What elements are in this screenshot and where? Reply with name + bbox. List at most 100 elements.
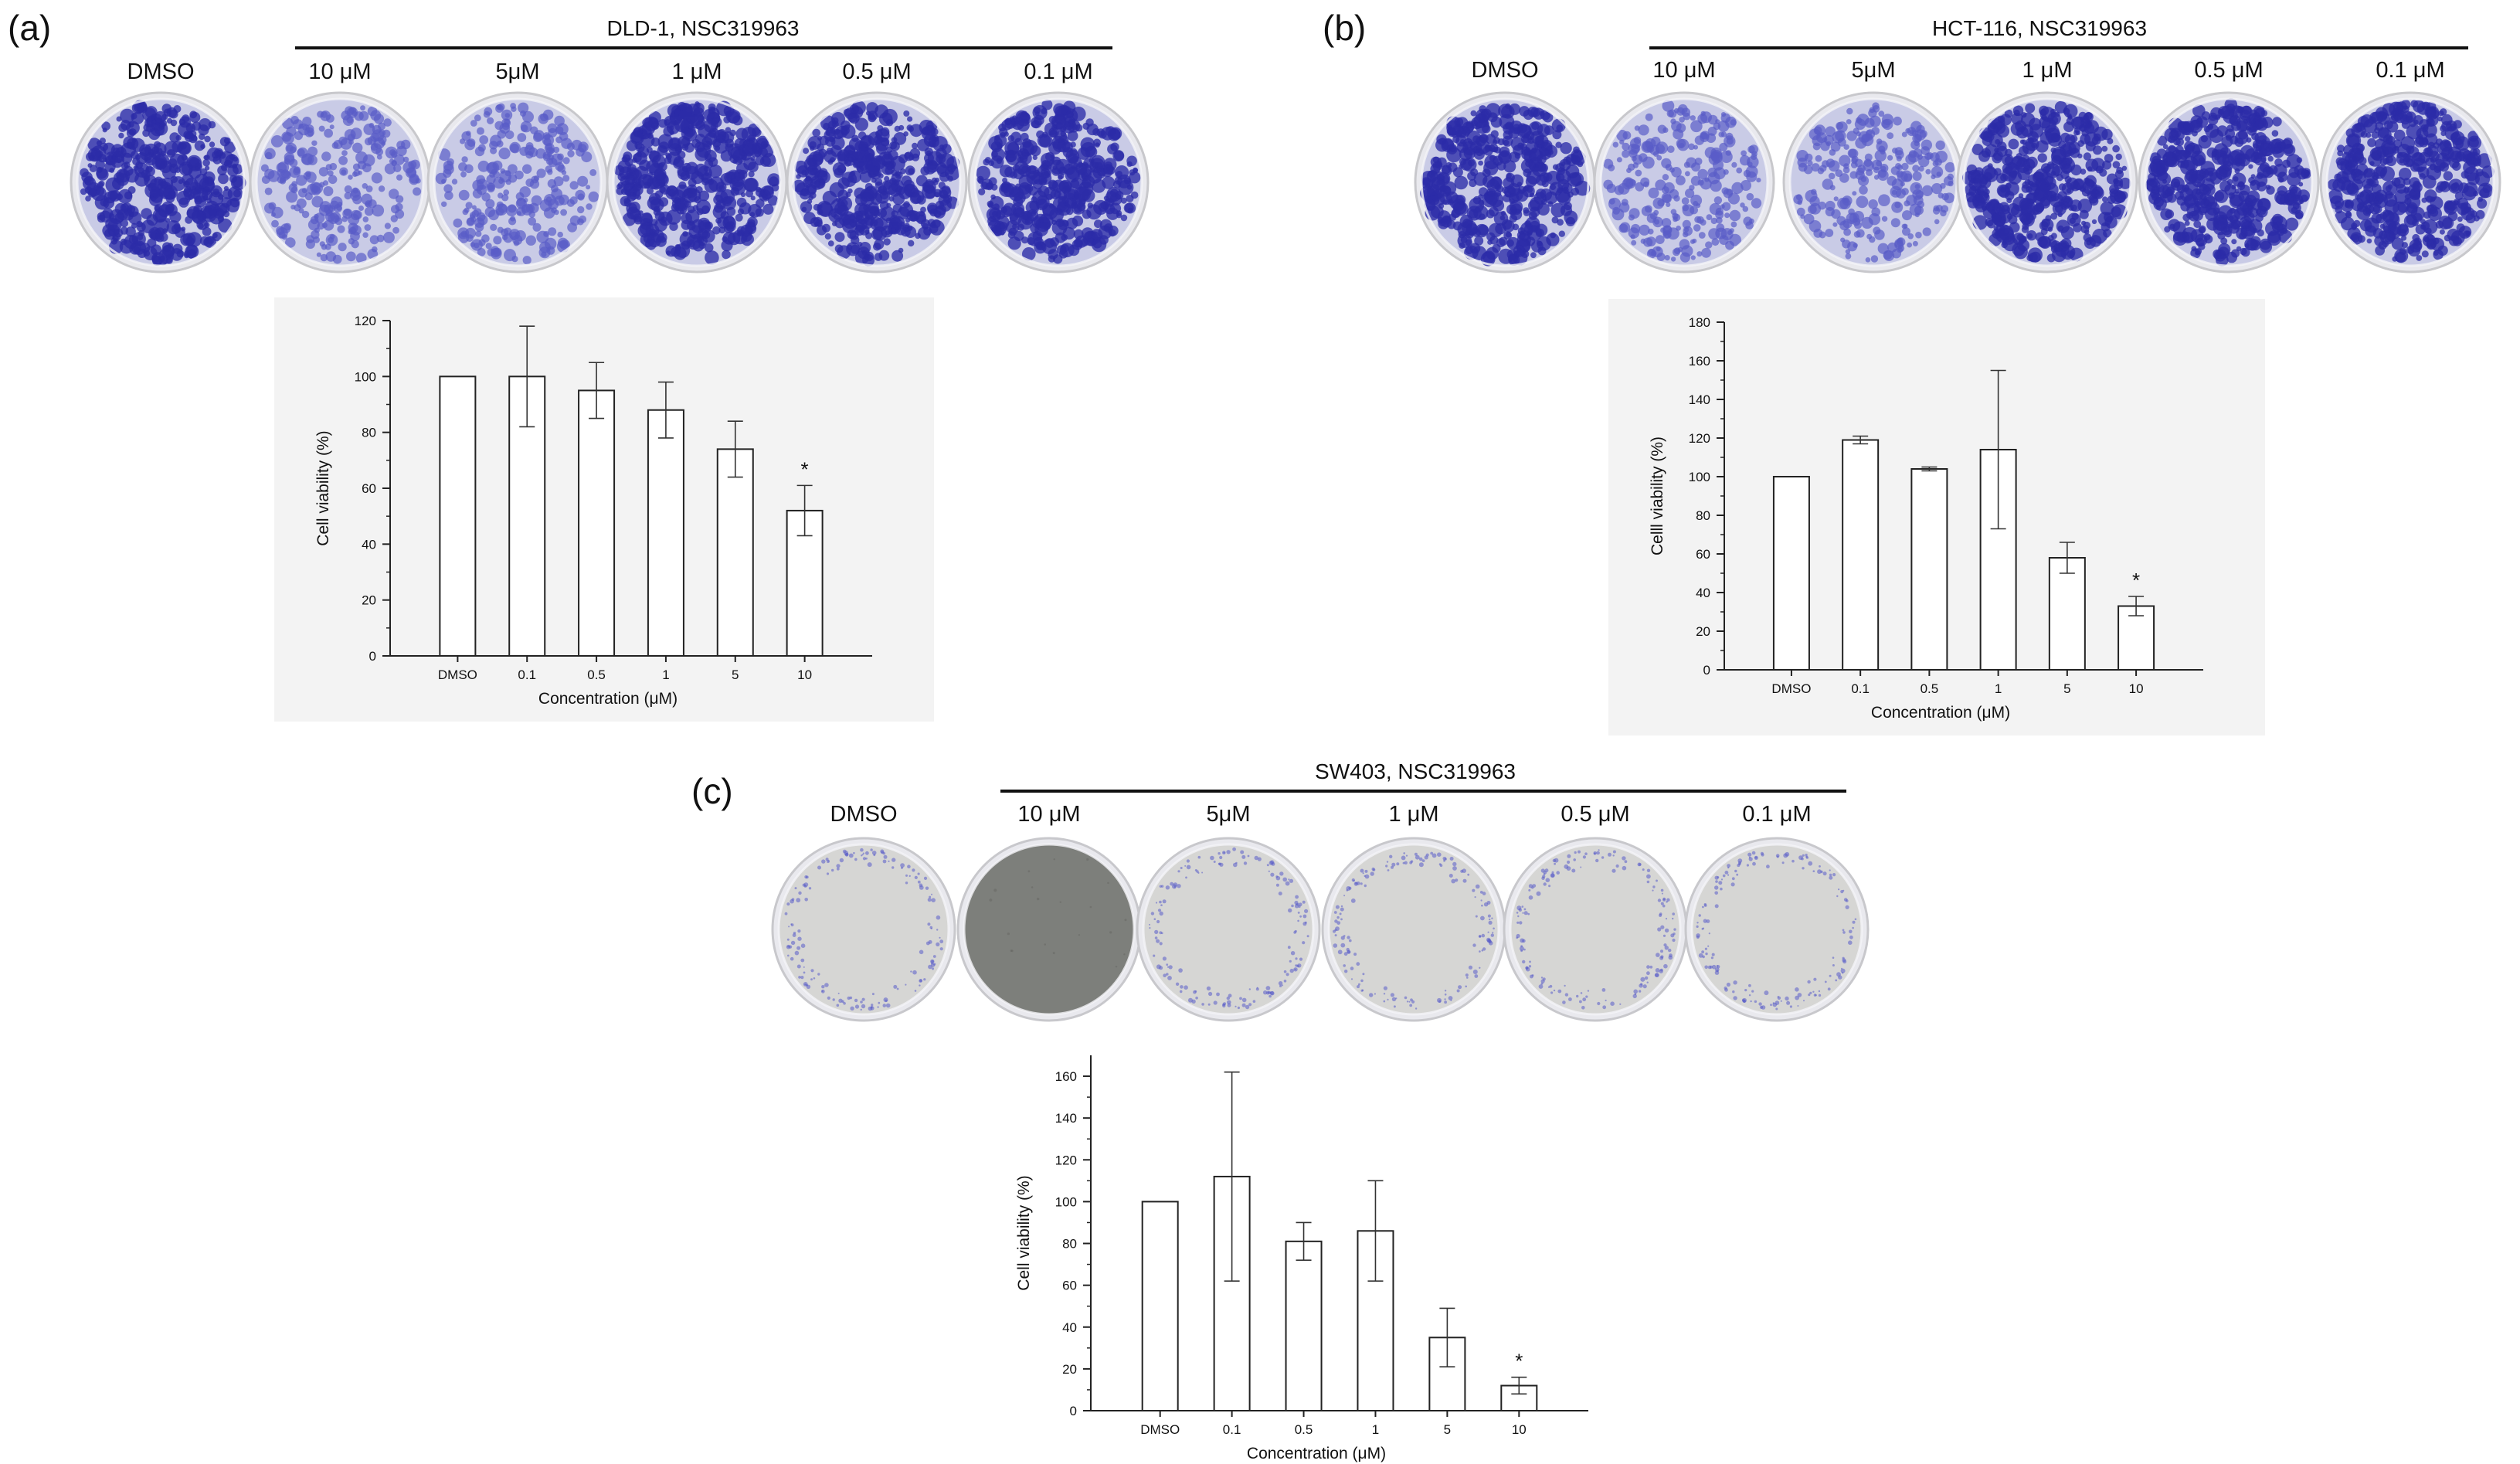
colony — [545, 143, 553, 151]
colony — [794, 160, 808, 174]
colony — [567, 222, 577, 233]
colony — [1159, 885, 1163, 888]
colony — [907, 116, 913, 122]
colony — [1491, 917, 1493, 919]
colony — [320, 110, 331, 121]
colony — [1690, 115, 1696, 121]
colony — [1167, 966, 1170, 968]
colony — [120, 108, 135, 124]
colony — [1106, 165, 1116, 175]
colony — [1124, 202, 1136, 214]
colony — [2424, 189, 2437, 202]
colony — [301, 210, 310, 219]
colony — [1235, 861, 1238, 864]
colony — [726, 206, 736, 216]
colony — [208, 121, 216, 129]
colony — [617, 182, 624, 189]
colony — [1648, 187, 1659, 199]
colony — [1625, 178, 1636, 189]
colony — [2426, 117, 2435, 127]
colony — [790, 956, 794, 961]
colony — [737, 226, 746, 235]
colony — [1041, 239, 1058, 254]
colony — [543, 207, 555, 219]
colony — [2237, 129, 2248, 140]
colony — [1289, 968, 1294, 973]
colony — [2006, 198, 2012, 203]
colony — [1007, 932, 1010, 936]
colony — [362, 154, 375, 167]
colony — [698, 190, 710, 202]
colony — [2146, 178, 2155, 186]
colony — [2168, 144, 2176, 153]
colony — [1690, 255, 1696, 260]
colony — [1436, 178, 1445, 188]
colony — [119, 239, 134, 254]
colony — [810, 145, 815, 151]
colony — [1279, 984, 1282, 987]
colony — [325, 251, 337, 262]
colony — [148, 148, 155, 156]
colony — [994, 134, 1000, 141]
colony — [860, 847, 864, 852]
colony — [889, 141, 898, 150]
colony — [710, 124, 717, 131]
colony — [871, 993, 875, 996]
colony — [1803, 213, 1815, 225]
colony — [1730, 221, 1737, 228]
colony — [341, 150, 348, 157]
panel-a-dish-row: DMSO 10 μM 5μM 1 μM 0.5 μM 0.1 μM — [70, 59, 1150, 273]
colony — [1109, 229, 1116, 237]
colony — [1890, 218, 1900, 228]
colony — [288, 183, 298, 192]
colony — [1552, 130, 1562, 140]
colony — [1019, 141, 1034, 157]
colony — [1248, 1003, 1252, 1007]
colony — [1222, 1004, 1226, 1008]
colony — [833, 214, 840, 220]
colony — [2010, 122, 2025, 136]
colony — [800, 958, 805, 963]
colony — [202, 158, 210, 167]
colony — [1170, 881, 1174, 886]
colony — [1460, 158, 1472, 171]
colony — [1436, 134, 1447, 145]
colony — [1452, 167, 1463, 178]
colony — [1469, 197, 1485, 213]
colony — [1855, 117, 1863, 124]
colony — [1088, 170, 1102, 184]
colony — [518, 102, 529, 114]
colony — [2391, 177, 2401, 187]
colony — [1693, 224, 1701, 232]
colony — [1455, 130, 1462, 138]
colony — [2037, 153, 2047, 163]
colony — [704, 178, 718, 193]
colony — [868, 1006, 873, 1011]
colony — [1465, 246, 1474, 255]
colony — [1107, 144, 1118, 155]
colony — [834, 232, 845, 243]
colony — [762, 203, 774, 215]
colony — [1156, 964, 1161, 970]
colony — [1287, 946, 1291, 949]
colony — [2058, 183, 2067, 191]
colony — [1856, 131, 1861, 137]
colony — [1871, 207, 1880, 217]
colony — [702, 141, 712, 150]
colony — [701, 229, 715, 243]
colony — [999, 182, 1014, 197]
colony — [849, 212, 860, 223]
colony — [547, 178, 557, 189]
colony — [1041, 107, 1048, 114]
colony — [1000, 186, 1007, 192]
colony — [1869, 115, 1881, 127]
colony — [899, 202, 914, 217]
colony — [1746, 192, 1754, 201]
colony — [1117, 174, 1132, 189]
dish-inner-rim — [1420, 97, 1590, 267]
colony — [2248, 177, 2255, 184]
colony — [528, 217, 536, 226]
colony — [1877, 169, 1889, 181]
colony — [1849, 171, 1858, 179]
colony — [1630, 234, 1635, 239]
